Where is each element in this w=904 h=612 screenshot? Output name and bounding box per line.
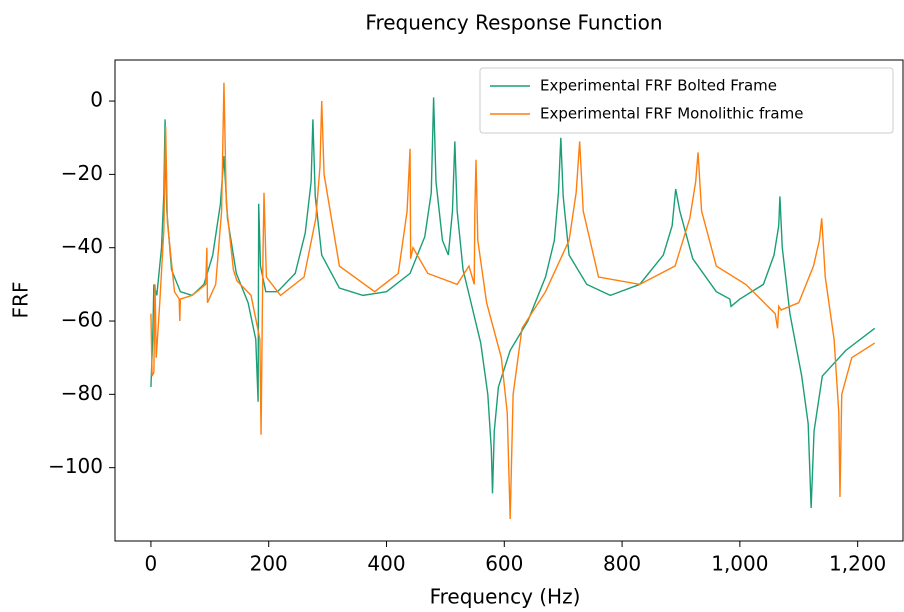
y-axis-label: FRF [9,282,33,319]
y-tick-label: −60 [61,308,103,332]
y-tick-label: −100 [48,454,103,478]
chart-title: Frequency Response Function [365,11,662,35]
x-axis-label: Frequency (Hz) [430,585,581,609]
y-tick-label: −40 [61,234,103,258]
y-tick-label: −80 [61,381,103,405]
x-tick-label: 800 [603,552,641,576]
frf-line [150,82,876,520]
frf-line [150,97,876,509]
x-tick-label: 200 [250,552,288,576]
legend-label: Experimental FRF Monolithic frame [540,105,803,123]
y-tick-label: −20 [61,161,103,185]
plot-frame [114,59,904,542]
x-tick-label: 600 [485,552,523,576]
y-tick-label: 0 [90,88,103,112]
x-tick-label: 0 [145,552,158,576]
x-tick-label: 1,000 [711,552,768,576]
legend-label: Experimental FRF Bolted Frame [540,77,777,95]
x-tick-label: 400 [367,552,405,576]
x-tick-label: 1,200 [829,552,886,576]
legend-box [479,67,894,134]
